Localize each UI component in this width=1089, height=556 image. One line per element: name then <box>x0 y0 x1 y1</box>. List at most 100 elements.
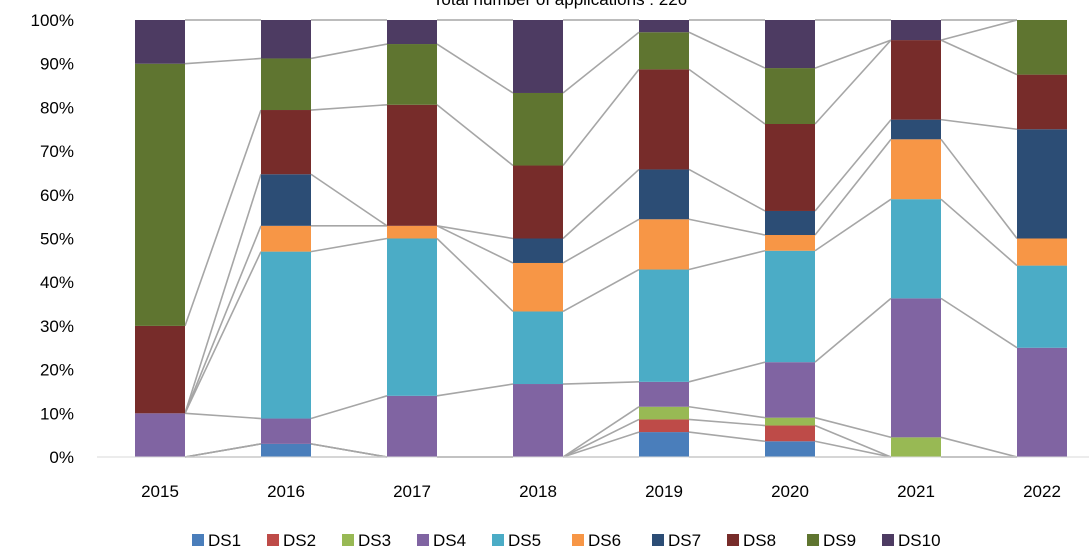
bar-segment-ds7-2019 <box>639 169 689 220</box>
legend-swatch-ds4 <box>417 534 429 546</box>
bar-segment-ds5-2016 <box>261 251 311 419</box>
bar-segment-ds10-2018 <box>513 20 563 93</box>
bar-segment-ds3-2019 <box>639 406 689 420</box>
connector-line <box>814 138 892 236</box>
bar-segment-ds9-2019 <box>639 32 689 70</box>
y-tick-label: 100% <box>31 11 74 30</box>
legend-swatch-ds10 <box>882 534 894 546</box>
connector-line <box>940 39 1018 76</box>
bar-segment-ds9-2020 <box>765 68 815 125</box>
bar-segment-ds10-2016 <box>261 20 311 59</box>
legend-swatch-ds1 <box>192 534 204 546</box>
connector-line <box>940 118 1018 131</box>
bar-segment-ds1-2020 <box>765 441 815 457</box>
connector-line <box>436 225 514 240</box>
bar-segment-ds9-2022 <box>1017 20 1067 75</box>
x-tick-label: 2020 <box>771 482 809 501</box>
legend-label-ds3: DS3 <box>358 531 391 550</box>
bar-segment-ds4-2022 <box>1017 347 1067 457</box>
legend-swatch-ds6 <box>572 534 584 546</box>
y-tick-label: 90% <box>40 55 74 74</box>
bar-segment-ds4-2018 <box>513 384 563 457</box>
legend-swatch-ds5 <box>492 534 504 546</box>
connector-line <box>940 198 1018 267</box>
legend-label-ds1: DS1 <box>208 531 241 550</box>
y-tick-label: 20% <box>40 361 74 380</box>
connector-line <box>688 405 766 419</box>
bar-segment-ds9-2016 <box>261 58 311 111</box>
bar-segment-ds4-2016 <box>261 418 311 444</box>
legend-swatch-ds8 <box>727 534 739 546</box>
legend-label-ds8: DS8 <box>743 531 776 550</box>
connector-line <box>814 119 892 212</box>
bar-segment-ds10-2020 <box>765 20 815 69</box>
connector-line <box>436 237 514 313</box>
bar-segment-ds4-2015 <box>135 413 185 457</box>
bar-segment-ds10-2019 <box>639 20 689 33</box>
connector-line <box>814 424 892 458</box>
legend: DS1 DS2 DS3 DS4 DS5 DS6 DS7 DS8 DS9 DS10 <box>192 531 941 550</box>
bar-segment-ds7-2021 <box>891 119 941 140</box>
connector-line <box>436 43 514 94</box>
bar-segment-ds5-2018 <box>513 311 563 385</box>
bar-segment-ds4-2017 <box>387 395 437 457</box>
y-axis: 0% 10% 20% 30% 40% 50% 60% 70% 80% 90% 100% <box>31 11 74 467</box>
bar-segment-ds4-2020 <box>765 362 815 418</box>
bar-segment-ds8-2022 <box>1017 74 1067 130</box>
bar-segment-ds10-2017 <box>387 20 437 45</box>
x-tick-label: 2019 <box>645 482 683 501</box>
connector-line <box>562 381 640 385</box>
legend-label-ds10: DS10 <box>898 531 941 550</box>
bar-segment-ds7-2018 <box>513 238 563 263</box>
connector-line <box>310 43 388 60</box>
legend-swatch-ds3 <box>342 534 354 546</box>
connector-line <box>688 31 766 69</box>
legend-swatch-ds7 <box>652 534 664 546</box>
connector-line <box>310 173 388 227</box>
y-tick-label: 10% <box>40 404 74 423</box>
connector-line <box>688 68 766 125</box>
bar-segment-ds4-2019 <box>639 381 689 407</box>
bar-segment-ds7-2016 <box>261 174 311 226</box>
bar-segment-ds5-2020 <box>765 250 815 363</box>
bar-segment-ds9-2017 <box>387 44 437 105</box>
legend-label-ds9: DS9 <box>823 531 856 550</box>
bar-segment-ds8-2016 <box>261 110 311 175</box>
connector-line <box>562 268 640 313</box>
connector-line <box>688 361 766 383</box>
connector-line <box>940 138 1018 239</box>
connector-line <box>940 436 1018 458</box>
connector-line <box>562 431 640 458</box>
x-axis: 2015 2016 2017 2018 2019 2020 2021 2022 <box>141 482 1061 501</box>
connector-line <box>184 225 262 414</box>
connector-line <box>688 249 766 271</box>
bar-segment-ds1-2016 <box>261 443 311 457</box>
connector-line <box>184 443 262 458</box>
bar-segment-ds8-2020 <box>765 124 815 211</box>
connector-line <box>436 383 514 397</box>
bar-segment-ds3-2020 <box>765 417 815 426</box>
x-tick-label: 2015 <box>141 482 179 501</box>
connector-line <box>940 297 1018 349</box>
connector-line <box>814 39 892 69</box>
bar-segment-ds9-2015 <box>135 63 185 326</box>
bar-segment-ds5-2021 <box>891 199 941 299</box>
bar-segment-ds6-2019 <box>639 219 689 270</box>
bar-segment-ds8-2017 <box>387 104 437 226</box>
connector-line <box>310 103 388 111</box>
connector-line <box>184 109 262 327</box>
legend-label-ds4: DS4 <box>433 531 466 550</box>
y-tick-label: 50% <box>40 230 74 249</box>
y-tick-label: 30% <box>40 317 74 336</box>
connector-line <box>562 418 640 458</box>
bar-segment-ds10-2015 <box>135 20 185 64</box>
connector-line <box>562 68 640 167</box>
x-tick-label: 2017 <box>393 482 431 501</box>
connector-line <box>184 57 262 65</box>
connector-line <box>436 225 514 264</box>
connector-line <box>562 218 640 264</box>
bar-segment-ds10-2021 <box>891 20 941 41</box>
legend-swatch-ds2 <box>267 534 279 546</box>
y-tick-label: 80% <box>40 98 74 117</box>
